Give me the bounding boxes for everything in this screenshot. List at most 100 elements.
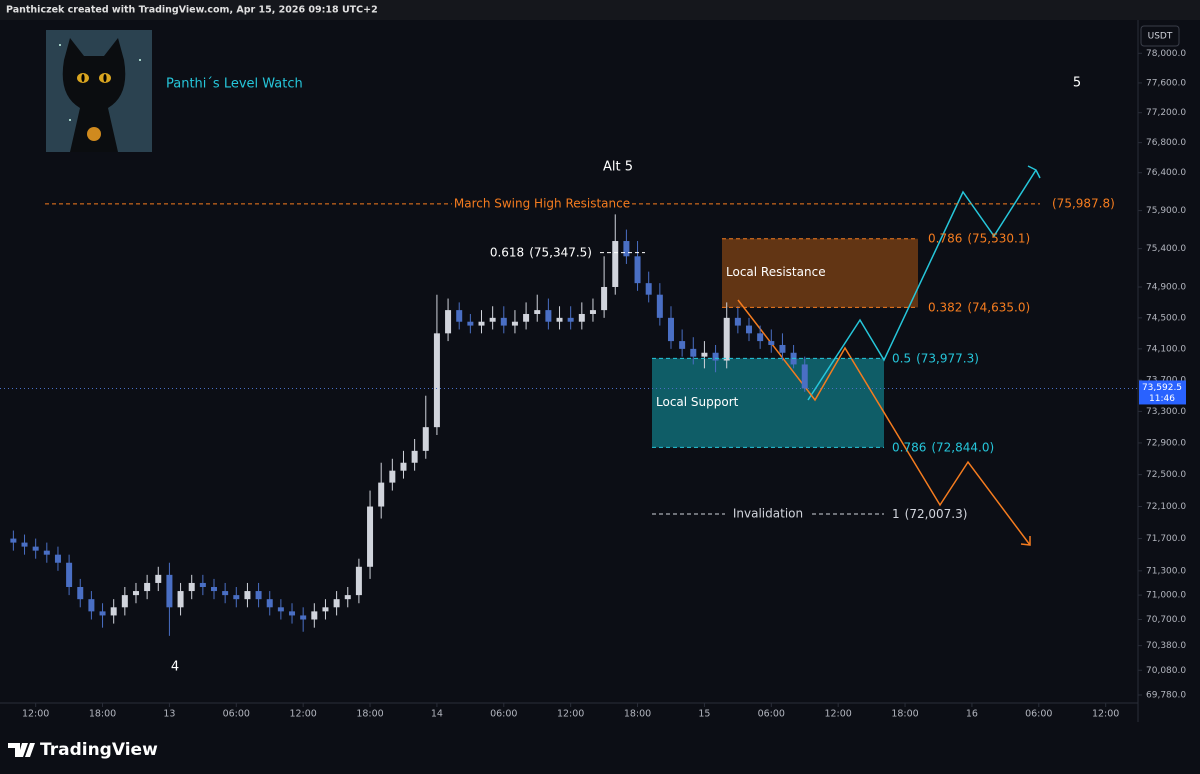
candle-body bbox=[534, 310, 541, 314]
header-bar bbox=[0, 0, 1200, 20]
candle-body bbox=[500, 317, 507, 326]
level-price-label: 0.786 (75,530.1) bbox=[928, 231, 1030, 245]
level-ratio: 0.618 bbox=[490, 245, 524, 259]
wave-label: 4 bbox=[171, 660, 179, 675]
y-tick-label: 72,900.0 bbox=[1146, 438, 1186, 448]
chart-title: Panthi´s Level Watch bbox=[166, 77, 303, 92]
x-tick-label: 18:00 bbox=[89, 709, 116, 720]
level-value: (72,007.3) bbox=[905, 506, 968, 520]
candle-body bbox=[199, 582, 206, 588]
zone-label: Local Support bbox=[656, 395, 739, 409]
last-price-box bbox=[1139, 380, 1186, 405]
level-value: (75,347.5) bbox=[529, 245, 592, 259]
candle-body bbox=[734, 317, 741, 326]
candle-body bbox=[768, 341, 775, 345]
x-tick-label: 16 bbox=[966, 709, 978, 720]
candle-body bbox=[132, 591, 139, 596]
x-tick-label: 06:00 bbox=[223, 709, 250, 720]
candle-body bbox=[712, 352, 719, 361]
candle-body bbox=[623, 241, 630, 257]
x-tick-label: 18:00 bbox=[891, 709, 918, 720]
candle-body bbox=[367, 506, 374, 567]
candle-body bbox=[478, 321, 485, 326]
candle-body bbox=[244, 591, 251, 600]
level-value: (72,844.0) bbox=[931, 440, 994, 454]
y-tick-label: 78,000.0 bbox=[1146, 49, 1186, 59]
candle-body bbox=[556, 317, 563, 322]
candle-body bbox=[389, 470, 396, 483]
y-tick-label: 74,100.0 bbox=[1146, 344, 1186, 354]
candle-body bbox=[445, 310, 452, 334]
x-tick-label: 06:00 bbox=[1025, 709, 1052, 720]
brand-logo bbox=[8, 743, 35, 757]
candle-body bbox=[344, 595, 351, 600]
level-label: Invalidation bbox=[733, 506, 803, 520]
candle-body bbox=[233, 595, 240, 600]
candle-body bbox=[277, 607, 284, 612]
candle-body bbox=[411, 450, 418, 463]
level-price-label: 0.618 (75,347.5) bbox=[490, 245, 592, 259]
level-ratio: 0.5 bbox=[892, 351, 911, 365]
x-tick-label: 06:00 bbox=[490, 709, 517, 720]
candle-body bbox=[110, 607, 117, 616]
y-tick-label: 77,600.0 bbox=[1146, 78, 1186, 88]
candle-body bbox=[166, 574, 173, 608]
level-value: (74,635.0) bbox=[967, 300, 1030, 314]
candle-body bbox=[779, 344, 786, 353]
level-value: (75,530.1) bbox=[967, 231, 1030, 245]
candle-body bbox=[578, 313, 585, 322]
level-ratio: 0.786 bbox=[892, 440, 926, 454]
candle-body bbox=[645, 283, 652, 295]
wave-label: Alt 5 bbox=[603, 160, 633, 175]
x-tick-label: 18:00 bbox=[624, 709, 651, 720]
candle-body bbox=[66, 562, 73, 588]
candle-body bbox=[255, 591, 262, 600]
candle-body bbox=[32, 546, 39, 551]
footer bbox=[0, 724, 1200, 774]
candle-body bbox=[77, 587, 84, 600]
level-ratio: 0.382 bbox=[928, 300, 962, 314]
y-tick-label: 70,080.0 bbox=[1146, 666, 1186, 676]
level-label: March Swing High Resistance bbox=[454, 196, 630, 210]
header-text: Panthiczek created with TradingView.com,… bbox=[6, 5, 378, 16]
candle-body bbox=[378, 482, 385, 507]
level-price-label: 0.382 (74,635.0) bbox=[928, 300, 1030, 314]
candle-body bbox=[211, 587, 218, 592]
candle-body bbox=[155, 574, 162, 583]
candle-body bbox=[266, 599, 273, 608]
candle-body bbox=[121, 595, 128, 608]
candle-body bbox=[188, 582, 195, 592]
candle-body bbox=[523, 313, 530, 322]
candle-body bbox=[467, 321, 474, 326]
candle-body bbox=[322, 607, 329, 612]
candle-body bbox=[10, 538, 17, 543]
x-tick-label: 13 bbox=[163, 709, 175, 720]
zone bbox=[722, 238, 918, 308]
candle-body bbox=[511, 321, 518, 326]
currency: USDT bbox=[1148, 32, 1173, 42]
avatar bbox=[46, 30, 152, 152]
x-tick-label: 15 bbox=[698, 709, 710, 720]
x-tick-label: 12:00 bbox=[557, 709, 584, 720]
candle-body bbox=[667, 317, 674, 342]
brand-name: TradingView bbox=[40, 740, 158, 760]
arrow-head bbox=[1027, 165, 1041, 179]
y-tick-label: 69,780.0 bbox=[1146, 690, 1186, 700]
y-tick-label: 75,900.0 bbox=[1146, 206, 1186, 216]
y-tick-label: 76,400.0 bbox=[1146, 168, 1186, 178]
candle-body bbox=[289, 611, 296, 616]
candle-body bbox=[545, 310, 552, 322]
candle-body bbox=[54, 554, 61, 563]
candle-body bbox=[757, 333, 764, 342]
candle-body bbox=[456, 310, 463, 322]
currency-box bbox=[1140, 25, 1180, 47]
x-tick-label: 12:00 bbox=[1092, 709, 1119, 720]
level-price-label: 0.5 (73,977.3) bbox=[892, 351, 979, 365]
y-tick-label: 71,700.0 bbox=[1146, 534, 1186, 544]
y-tick-label: 71,300.0 bbox=[1146, 566, 1186, 576]
level-ratio: 0.786 bbox=[928, 231, 962, 245]
x-tick-label: 14 bbox=[431, 709, 443, 720]
level-value: (75,987.8) bbox=[1052, 196, 1115, 210]
